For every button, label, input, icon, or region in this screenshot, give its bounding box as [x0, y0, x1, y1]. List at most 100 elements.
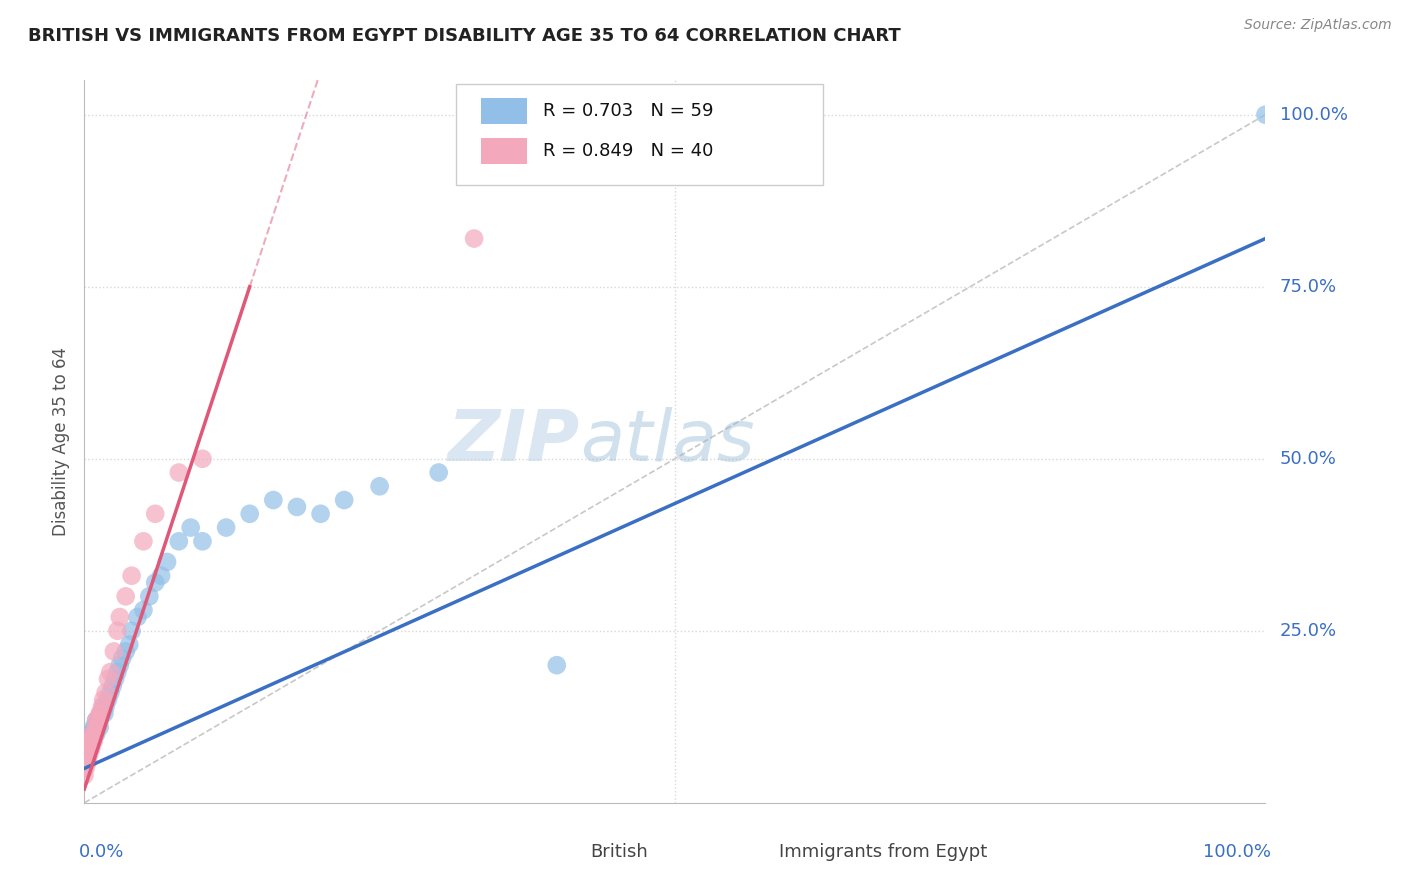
- Text: 25.0%: 25.0%: [1279, 622, 1337, 640]
- Text: atlas: atlas: [581, 407, 755, 476]
- Text: R = 0.703   N = 59: R = 0.703 N = 59: [543, 103, 713, 120]
- Point: [80, 734, 103, 748]
- Point: [1254, 108, 1277, 122]
- Point: [368, 479, 391, 493]
- Point: [87, 713, 110, 727]
- Point: [76, 747, 98, 762]
- Point: [75, 747, 97, 762]
- Point: [285, 500, 308, 514]
- Point: [127, 610, 149, 624]
- Point: [84, 727, 107, 741]
- Point: [114, 590, 136, 604]
- Point: [82, 734, 104, 748]
- Point: [82, 727, 104, 741]
- Point: [156, 555, 179, 569]
- Point: [91, 692, 114, 706]
- Point: [79, 727, 101, 741]
- Point: [427, 466, 450, 480]
- Point: [75, 755, 97, 769]
- Point: [77, 740, 100, 755]
- Point: [80, 740, 103, 755]
- Text: 50.0%: 50.0%: [1279, 450, 1337, 467]
- Point: [84, 727, 107, 741]
- Point: [79, 734, 101, 748]
- Point: [546, 658, 568, 673]
- Point: [94, 686, 117, 700]
- Point: [77, 747, 100, 762]
- Point: [215, 520, 238, 534]
- Point: [83, 720, 105, 734]
- Point: [84, 713, 107, 727]
- Point: [89, 706, 111, 721]
- Point: [79, 740, 101, 755]
- Point: [138, 590, 160, 604]
- FancyBboxPatch shape: [553, 839, 586, 864]
- Point: [77, 755, 100, 769]
- Text: British: British: [591, 843, 648, 861]
- Point: [107, 624, 129, 638]
- Point: [333, 493, 356, 508]
- Point: [90, 706, 112, 721]
- Point: [80, 727, 103, 741]
- Text: Source: ZipAtlas.com: Source: ZipAtlas.com: [1244, 18, 1392, 32]
- Point: [121, 568, 143, 582]
- Text: 0.0%: 0.0%: [79, 843, 124, 861]
- Point: [79, 740, 101, 755]
- Point: [107, 665, 129, 679]
- Point: [82, 727, 104, 741]
- Point: [108, 658, 131, 673]
- Text: 75.0%: 75.0%: [1279, 277, 1337, 296]
- Point: [167, 466, 190, 480]
- Point: [101, 679, 124, 693]
- Point: [191, 534, 214, 549]
- Point: [76, 755, 98, 769]
- Point: [104, 672, 127, 686]
- Text: 100.0%: 100.0%: [1204, 843, 1271, 861]
- Point: [86, 720, 108, 734]
- Point: [73, 768, 96, 782]
- Point: [150, 568, 173, 582]
- Point: [84, 713, 107, 727]
- Point: [132, 534, 155, 549]
- Point: [132, 603, 155, 617]
- Point: [111, 651, 134, 665]
- Point: [73, 761, 96, 775]
- Point: [309, 507, 332, 521]
- Point: [75, 761, 97, 775]
- Text: Immigrants from Egypt: Immigrants from Egypt: [779, 843, 987, 861]
- Point: [87, 713, 110, 727]
- Point: [76, 740, 98, 755]
- Point: [80, 734, 103, 748]
- Point: [143, 575, 166, 590]
- FancyBboxPatch shape: [742, 839, 775, 864]
- Point: [77, 740, 100, 755]
- Point: [83, 727, 105, 741]
- Point: [97, 692, 120, 706]
- Point: [82, 734, 104, 748]
- Point: [84, 720, 107, 734]
- FancyBboxPatch shape: [481, 138, 527, 164]
- Point: [114, 644, 136, 658]
- Point: [94, 699, 117, 714]
- Point: [77, 734, 100, 748]
- Point: [191, 451, 214, 466]
- Point: [84, 727, 107, 741]
- FancyBboxPatch shape: [457, 84, 823, 185]
- Point: [167, 534, 190, 549]
- Point: [97, 672, 120, 686]
- Point: [77, 747, 100, 762]
- Point: [83, 727, 105, 741]
- Point: [84, 720, 107, 734]
- Point: [103, 644, 125, 658]
- Point: [90, 706, 112, 721]
- Point: [83, 734, 105, 748]
- Point: [143, 507, 166, 521]
- Point: [76, 747, 98, 762]
- Point: [89, 713, 111, 727]
- FancyBboxPatch shape: [481, 98, 527, 124]
- Text: R = 0.849   N = 40: R = 0.849 N = 40: [543, 142, 713, 160]
- Point: [108, 610, 131, 624]
- Point: [121, 624, 143, 638]
- Point: [239, 507, 262, 521]
- Point: [93, 706, 115, 721]
